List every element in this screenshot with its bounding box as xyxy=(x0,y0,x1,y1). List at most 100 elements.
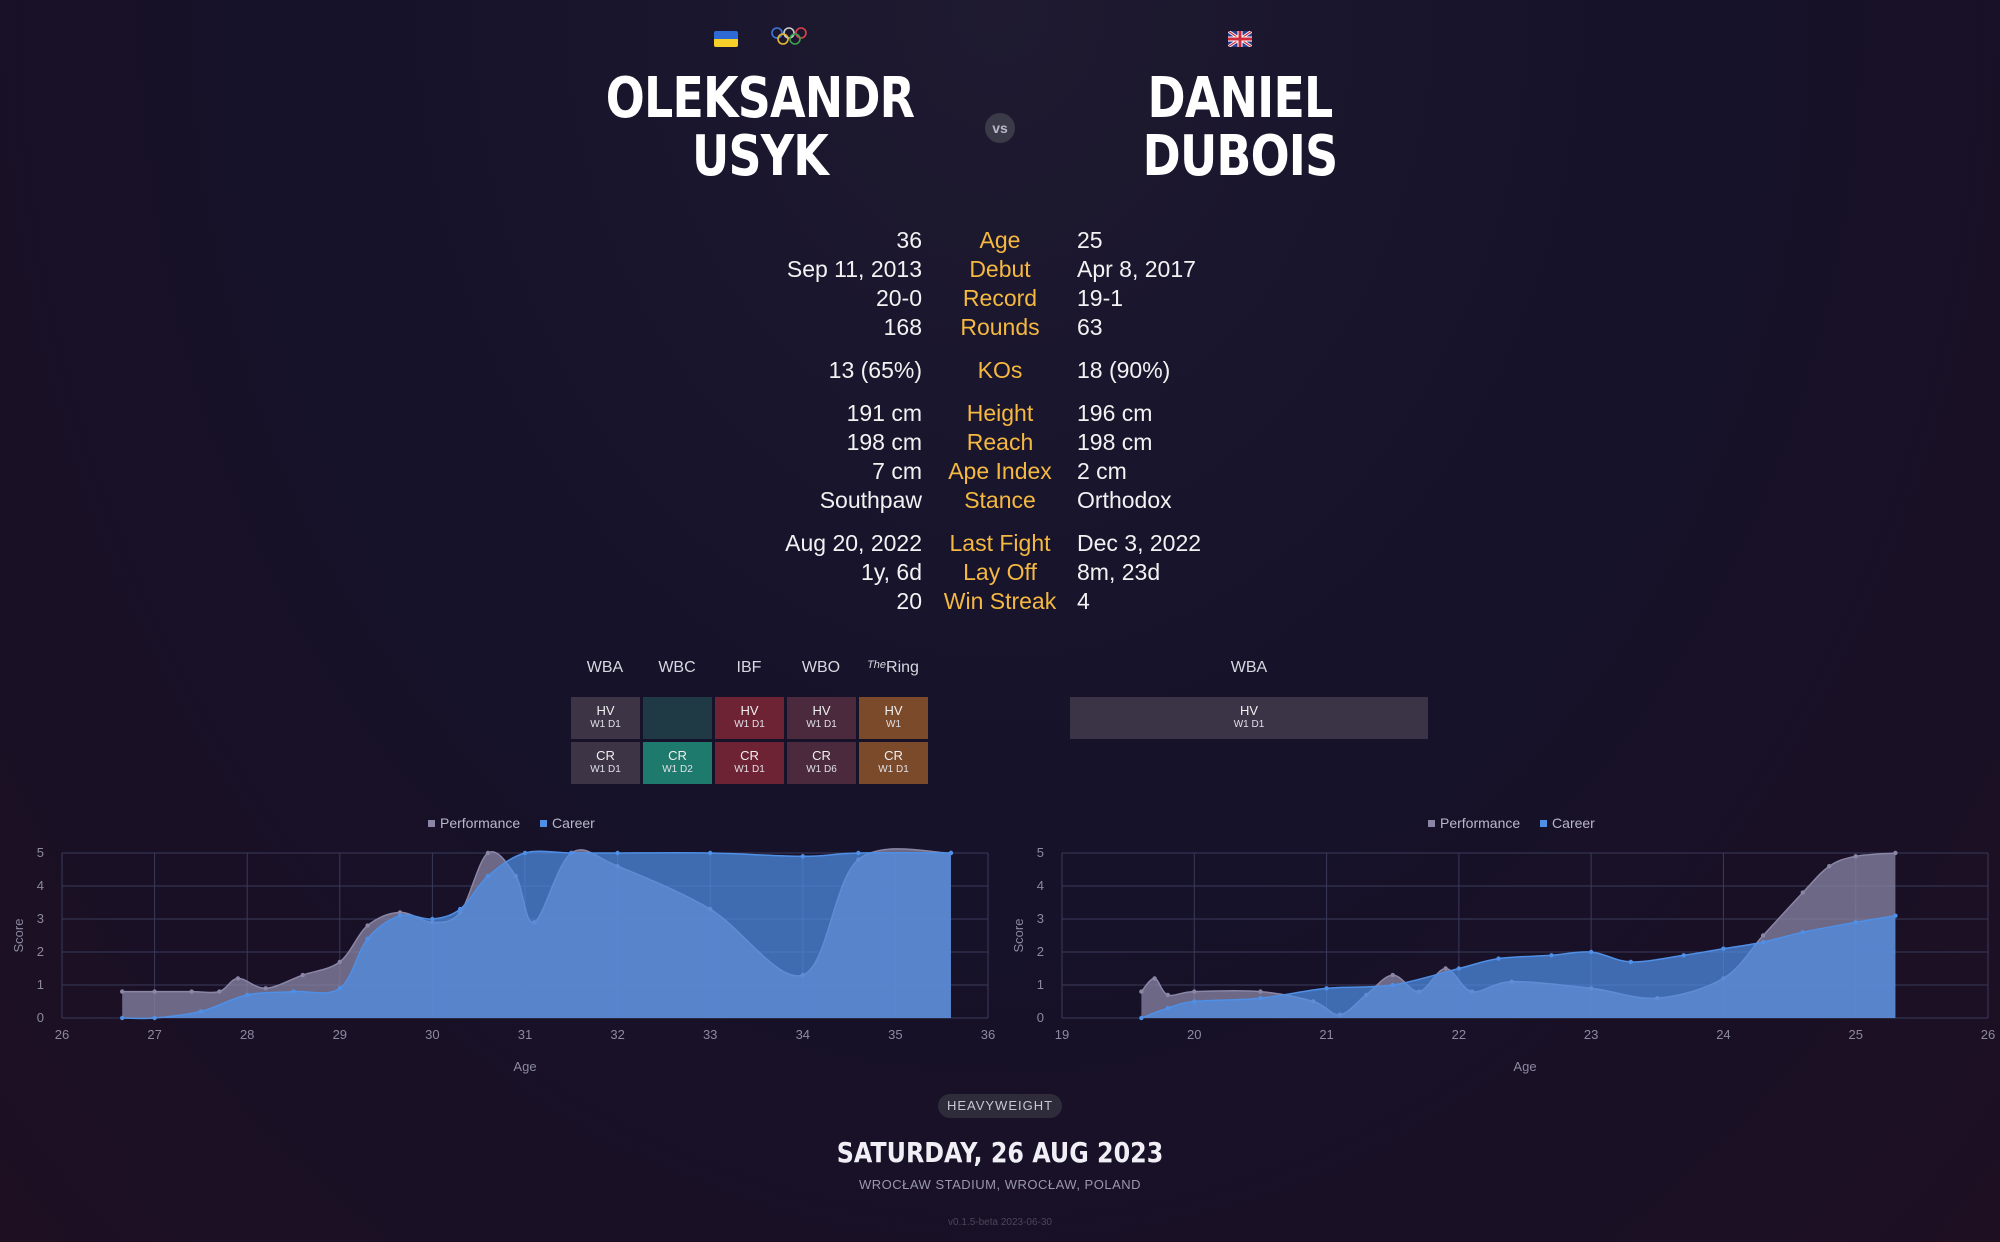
left-fighter-name[interactable]: OLEKSANDR USYK xyxy=(596,70,924,186)
series-line-career xyxy=(1141,914,1896,1019)
belt-cell-wbo-cr[interactable]: CR W1 D6 xyxy=(787,742,856,784)
data-point xyxy=(365,923,370,928)
legend-label: Career xyxy=(552,815,595,831)
belt-cell-wbc-hv[interactable] xyxy=(643,697,712,739)
y-axis-label: Score xyxy=(11,919,26,953)
data-point xyxy=(263,986,268,991)
data-point xyxy=(1628,959,1634,965)
legend-item-career[interactable]: Career xyxy=(540,815,595,831)
right-last-name: DUBOIS xyxy=(1142,124,1339,189)
stat-label: Win Streak xyxy=(943,588,1057,614)
stat-left: 20-0 xyxy=(875,285,922,311)
data-point xyxy=(1152,976,1157,981)
belt-cell-ring-cr[interactable]: CR W1 D1 xyxy=(859,742,928,784)
x-tick-label: 20 xyxy=(1187,1027,1201,1042)
stat-right: Apr 8, 2017 xyxy=(1077,256,1196,282)
data-point xyxy=(1760,933,1766,938)
y-tick-label: 1 xyxy=(1037,977,1044,992)
cell-detail: W1 D1 xyxy=(590,719,621,730)
stat-row-age: 36 Age 25 xyxy=(600,226,1400,255)
stat-label: Ape Index xyxy=(948,458,1052,484)
belt-header-ibf: IBF xyxy=(736,659,762,676)
x-tick-label: 32 xyxy=(610,1027,624,1042)
x-tick-label: 19 xyxy=(1055,1027,1069,1042)
cell-detail: W1 D2 xyxy=(662,764,693,775)
legend-item-performance[interactable]: Performance xyxy=(428,815,520,831)
career-swatch-icon xyxy=(540,820,548,828)
belt-cell-ibf-hv[interactable]: HV W1 D1 xyxy=(715,697,784,739)
fight-venue: WROCŁAW STADIUM, WROCŁAW, POLAND xyxy=(858,1177,1142,1192)
data-point xyxy=(1496,956,1501,961)
data-point xyxy=(337,986,342,991)
y-tick-label: 3 xyxy=(1037,911,1044,926)
y-axis-label: Score xyxy=(1011,919,1026,953)
stat-label: Age xyxy=(979,227,1021,253)
x-tick-label: 24 xyxy=(1716,1027,1730,1042)
cell-division: CR xyxy=(596,748,615,763)
x-tick-label: 25 xyxy=(1848,1027,1862,1042)
belt-cell-wba-cr[interactable]: CR W1 D1 xyxy=(571,742,640,784)
data-point xyxy=(119,1015,125,1021)
stat-row-lay-off: 1y, 6d Lay Off 8m, 23d xyxy=(600,558,1400,587)
x-tick-label: 22 xyxy=(1452,1027,1466,1042)
data-point xyxy=(152,989,157,994)
data-point xyxy=(1827,864,1832,869)
data-point xyxy=(119,989,125,994)
data-point xyxy=(1800,930,1805,935)
career-swatch-icon xyxy=(1540,820,1548,828)
stat-right: 2 cm xyxy=(1077,458,1127,484)
y-tick-label: 1 xyxy=(37,977,44,992)
left-last-name: USYK xyxy=(692,124,829,189)
stat-label: Debut xyxy=(969,256,1031,282)
data-point xyxy=(1192,989,1197,994)
belt-header-ring-label: Ring xyxy=(886,659,919,676)
x-tick-label: 34 xyxy=(796,1027,810,1042)
data-point xyxy=(1721,946,1726,951)
data-point xyxy=(708,850,713,856)
stat-label: Last Fight xyxy=(949,530,1051,556)
cell-detail: W1 D1 xyxy=(734,764,765,775)
x-tick-label: 35 xyxy=(888,1027,902,1042)
belt-cell-wbo-hv[interactable]: HV W1 D1 xyxy=(787,697,856,739)
belt-header-wbc: WBC xyxy=(658,659,696,676)
belt-cell-ibf-cr[interactable]: CR W1 D1 xyxy=(715,742,784,784)
stat-right: Orthodox xyxy=(1077,487,1172,513)
data-point xyxy=(300,972,305,978)
stat-label: Rounds xyxy=(960,314,1040,340)
fight-date: SATURDAY, 26 AUG 2023 xyxy=(836,1136,1164,1169)
legend-item-career[interactable]: Career xyxy=(1540,815,1595,831)
cell-detail: W1 D1 xyxy=(734,719,765,730)
data-point xyxy=(1456,966,1462,971)
stat-left: 168 xyxy=(883,314,922,340)
stat-left: Sep 11, 2013 xyxy=(786,256,922,282)
data-point xyxy=(397,913,403,918)
cell-division: CR xyxy=(740,748,759,763)
stat-right: 8m, 23d xyxy=(1077,559,1161,585)
stat-right: 198 cm xyxy=(1077,429,1153,455)
stat-row-win-streak: 20 Win Streak 4 xyxy=(600,587,1400,616)
x-tick-label: 30 xyxy=(425,1027,439,1042)
belt-cell-wbc-cr[interactable]: CR W1 D2 xyxy=(643,742,712,784)
stat-row-rounds: 168 Rounds 63 xyxy=(600,313,1400,342)
belt-cell-ring-hv[interactable]: HV W1 xyxy=(859,697,928,739)
stat-left: Southpaw xyxy=(819,487,922,513)
belt-cell-wba-hv[interactable]: HV W1 D1 xyxy=(571,697,640,739)
stat-left: 198 cm xyxy=(846,429,922,455)
right-fighter-name[interactable]: DANIEL DUBOIS xyxy=(1076,70,1404,186)
data-point xyxy=(1390,982,1395,988)
stat-row-reach: 198 cm Reach 198 cm xyxy=(600,428,1400,457)
data-point xyxy=(1139,1015,1144,1021)
data-point xyxy=(1258,989,1263,994)
data-point xyxy=(485,873,491,879)
belt-cell-wba-hv-right[interactable]: HV W1 D1 xyxy=(1070,697,1428,739)
data-point xyxy=(1324,986,1329,991)
data-point xyxy=(217,989,222,994)
cell-detail: W1 D1 xyxy=(878,764,909,775)
x-tick-label: 29 xyxy=(333,1027,347,1042)
legend-item-performance[interactable]: Performance xyxy=(1428,815,1520,831)
data-point xyxy=(1893,850,1898,856)
x-tick-label: 27 xyxy=(147,1027,161,1042)
stat-label: Stance xyxy=(964,487,1036,513)
